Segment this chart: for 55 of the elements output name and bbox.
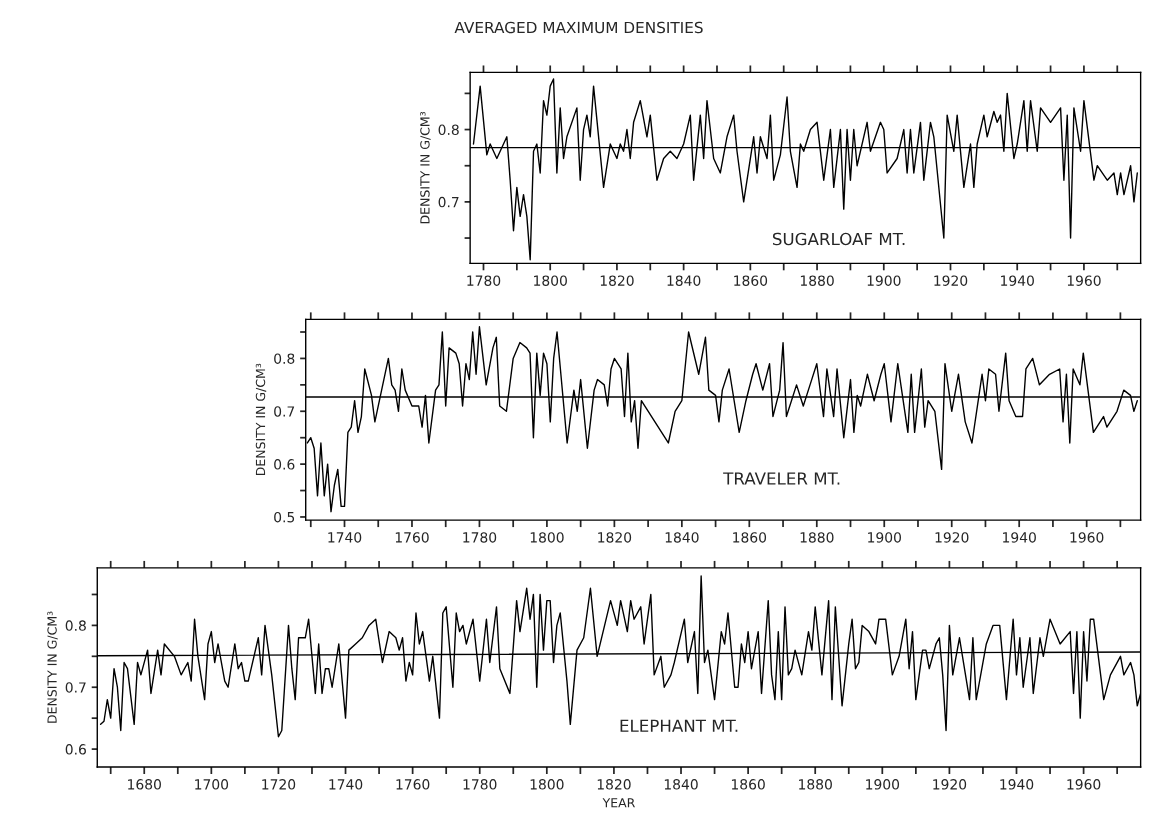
x-axis-title: YEAR xyxy=(602,798,635,808)
x-tick-label: 1960 xyxy=(1067,779,1101,790)
y-tick-label: 0.7 xyxy=(65,682,86,693)
x-tick-label: 1840 xyxy=(664,779,698,790)
x-tick-label: 1740 xyxy=(328,532,362,543)
x-tick-label: 1940 xyxy=(1001,275,1034,286)
x-tick-label: 1800 xyxy=(530,532,564,543)
y-tick-label: 0.7 xyxy=(274,406,295,417)
x-tick-label: 1880 xyxy=(799,779,832,790)
x-tick-label: 1820 xyxy=(600,275,634,286)
chart-title: AVERAGED MAXIMUM DENSITIES xyxy=(454,21,703,34)
y-axis-title: DENSITY IN G/CM³ xyxy=(255,363,267,476)
annotation: TRAVELER MT. xyxy=(723,472,840,485)
x-tick-label: 1760 xyxy=(395,532,429,543)
x-tick-label: 1840 xyxy=(667,275,701,286)
x-tick-label: 1860 xyxy=(731,779,765,790)
x-tick-label: 1920 xyxy=(934,275,968,286)
x-tick-label: 1800 xyxy=(534,275,567,286)
x-tick-label: 1960 xyxy=(1070,532,1104,543)
x-tick-label: 1800 xyxy=(530,779,564,790)
x-tick-label: 1680 xyxy=(128,779,161,790)
y-axis-title: DENSITY IN G/CM³ xyxy=(47,611,58,723)
y-axis-title: DENSITY IN G/CM³ xyxy=(420,111,431,224)
y-tick-label: 0.6 xyxy=(274,459,295,470)
x-tick-label: 1900 xyxy=(867,275,901,286)
x-tick-label: 1940 xyxy=(1003,532,1036,543)
x-tick-label: 1860 xyxy=(734,275,768,286)
x-tick-label: 1920 xyxy=(933,779,967,790)
line-series xyxy=(472,78,1138,261)
annotation: ELEPHANT MT. xyxy=(620,719,738,732)
x-tick-label: 1940 xyxy=(1000,779,1034,790)
x-tick-label: 1760 xyxy=(396,779,430,790)
x-tick-label: 1720 xyxy=(262,779,296,790)
x-tick-label: 1780 xyxy=(463,532,497,543)
y-tick-label: 0.5 xyxy=(274,511,295,523)
y-tick-label: 0.8 xyxy=(438,124,459,136)
x-tick-label: 1740 xyxy=(329,779,363,790)
x-tick-label: 1820 xyxy=(598,532,632,543)
x-tick-label: 1900 xyxy=(866,779,900,790)
y-tick-label: 0.7 xyxy=(438,196,459,208)
x-tick-label: 1840 xyxy=(665,532,699,543)
x-tick-label: 1700 xyxy=(195,779,229,790)
x-tick-label: 1860 xyxy=(733,532,767,543)
x-tick-label: 1780 xyxy=(463,779,497,790)
x-tick-label: 1880 xyxy=(800,532,834,543)
x-tick-label: 1880 xyxy=(800,275,834,286)
x-tick-label: 1820 xyxy=(597,779,631,790)
y-tick-label: 0.6 xyxy=(65,744,86,755)
y-tick-label: 0.8 xyxy=(65,620,86,631)
x-tick-label: 1780 xyxy=(467,275,501,286)
x-tick-label: 1900 xyxy=(868,532,901,543)
y-tick-label: 0.8 xyxy=(274,353,295,364)
annotation: SUGARLOAF MT. xyxy=(772,232,905,246)
x-tick-label: 1960 xyxy=(1067,275,1101,286)
x-tick-label: 1920 xyxy=(935,532,969,543)
